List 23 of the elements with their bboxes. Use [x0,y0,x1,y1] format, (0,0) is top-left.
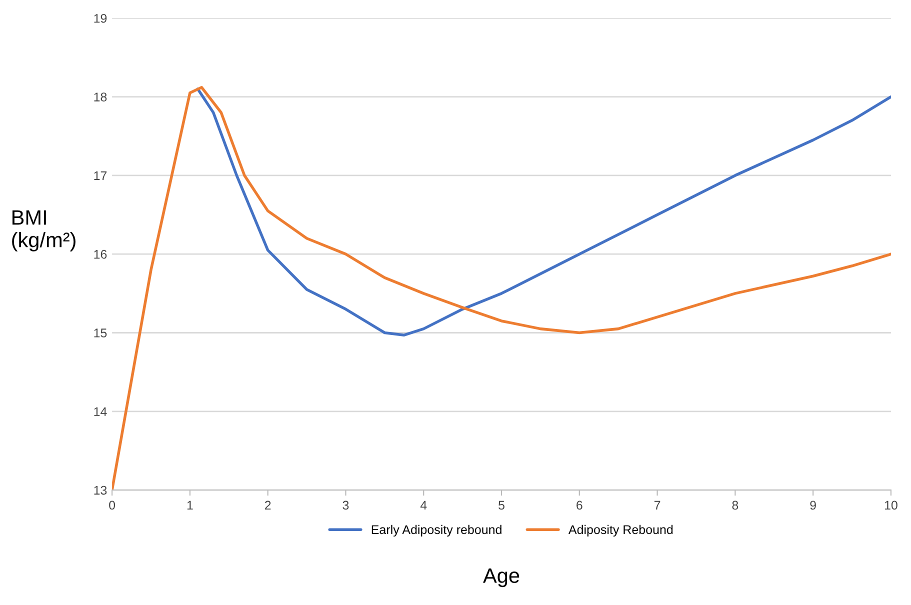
x-tick-label: 2 [264,500,271,510]
x-tick-label: 0 [109,500,116,510]
x-tick-label: 9 [810,500,816,510]
x-tick-label: 6 [576,500,582,510]
x-tick-label: 7 [654,500,660,510]
y-tick-label: 13 [94,486,107,495]
x-axis-title: Age [483,568,520,588]
y-tick-label: 18 [94,92,107,102]
y-tick-label: 16 [94,250,107,259]
y-tick-label: 15 [94,328,107,338]
x-tick-label: 3 [342,500,349,510]
line-series [196,88,891,336]
legend-label: Early Adiposity rebound [372,524,502,537]
y-tick-label: 17 [94,171,107,180]
y-axis-title: BMI (kg/m²) [12,210,76,252]
x-tick-label: 4 [420,500,427,510]
y-tick-label: 14 [94,407,107,416]
legend-label: Adiposity Rebound [568,524,673,537]
y-tick-label: 19 [94,14,107,23]
x-tick-label: 8 [732,500,738,510]
x-tick-label: 1 [187,500,193,510]
x-tick-label: 5 [498,500,504,510]
x-tick-label: 10 [884,500,898,510]
